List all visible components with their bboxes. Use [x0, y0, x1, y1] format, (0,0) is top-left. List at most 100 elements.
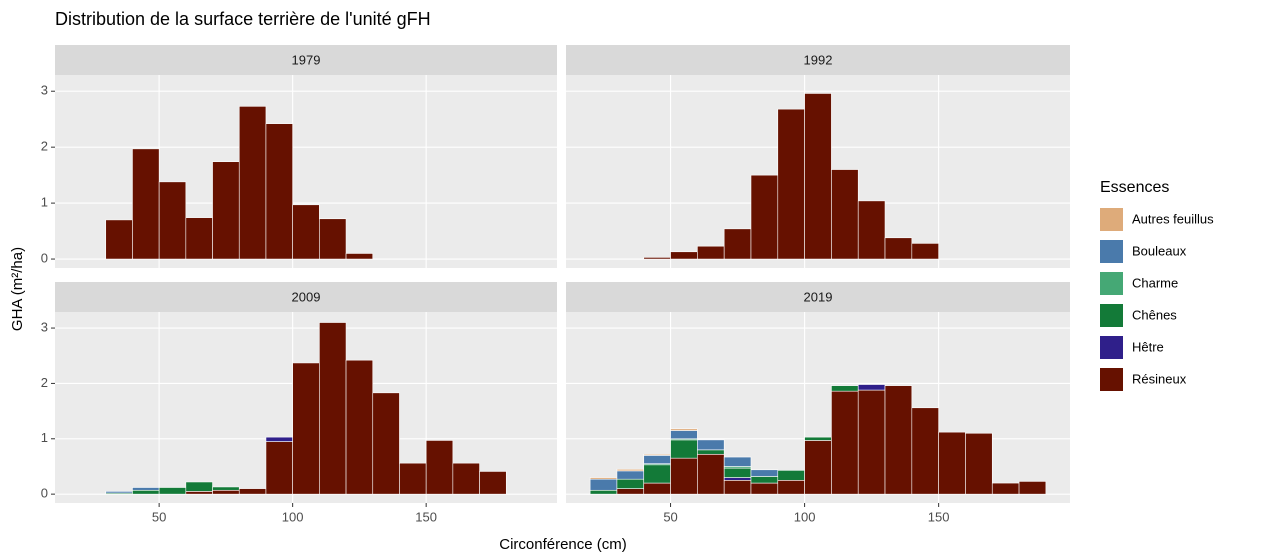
y-axis-label: GHA (m²/ha)	[9, 247, 26, 331]
bar	[265, 123, 293, 260]
y-tick-label: 1	[41, 430, 48, 445]
bar	[158, 181, 187, 260]
bar	[105, 491, 133, 494]
bar	[750, 174, 779, 260]
bar	[319, 218, 347, 260]
y-tick-label: 2	[41, 375, 48, 390]
bar	[452, 462, 480, 495]
x-tick-label: 150	[928, 509, 950, 524]
bar	[643, 257, 671, 260]
y-tick-label: 3	[41, 83, 48, 98]
bar	[132, 487, 160, 491]
bar	[132, 148, 160, 260]
bar	[643, 464, 671, 484]
bar	[643, 455, 671, 464]
bar	[643, 453, 671, 456]
bar	[831, 385, 859, 392]
bar	[697, 453, 725, 495]
bar	[319, 322, 347, 495]
bar	[911, 243, 939, 260]
bar	[804, 93, 832, 260]
bar	[185, 491, 213, 495]
bar	[212, 486, 240, 491]
bar	[965, 432, 993, 495]
bar	[372, 392, 400, 495]
bar	[750, 482, 779, 495]
bar	[777, 470, 805, 481]
bar	[1018, 481, 1047, 495]
bar	[616, 478, 645, 489]
bar	[723, 477, 752, 481]
bar	[723, 456, 752, 467]
legend-swatch	[1100, 272, 1123, 295]
strip	[55, 45, 557, 75]
legend-swatch	[1100, 208, 1123, 231]
x-tick-label: 100	[282, 509, 304, 524]
legend-swatch	[1100, 336, 1123, 359]
bar	[857, 200, 886, 260]
bar	[185, 217, 213, 260]
legend-label: Autres feuillus	[1132, 211, 1214, 226]
legend-label: Hêtre	[1132, 339, 1164, 354]
bar	[616, 468, 645, 472]
strip-label: 1979	[292, 52, 321, 67]
bar	[238, 488, 267, 495]
strip	[566, 45, 1070, 75]
bar	[697, 449, 725, 455]
strip	[55, 282, 557, 312]
bar	[212, 161, 240, 260]
bar	[265, 441, 293, 495]
chart-title: Distribution de la surface terrière de l…	[55, 9, 431, 29]
bar	[643, 482, 671, 495]
bar	[345, 253, 374, 260]
legend-label: Bouleaux	[1132, 243, 1187, 258]
bar	[804, 440, 832, 495]
bar	[105, 219, 133, 260]
strip	[566, 282, 1070, 312]
bar	[831, 390, 859, 495]
strip-label: 2019	[804, 289, 833, 304]
bar	[589, 478, 618, 491]
bar	[265, 436, 293, 442]
bar	[238, 106, 267, 260]
bar	[185, 481, 213, 492]
bar	[670, 428, 698, 431]
y-tick-label: 2	[41, 139, 48, 154]
bar	[670, 439, 698, 459]
bar	[425, 440, 454, 495]
bar	[697, 245, 725, 260]
strip-label: 2009	[292, 289, 321, 304]
y-tick-label: 1	[41, 195, 48, 210]
x-tick-label: 150	[415, 509, 437, 524]
legend-swatch	[1100, 304, 1123, 327]
y-tick-label: 3	[41, 319, 48, 334]
legend-label: Charme	[1132, 275, 1178, 290]
bar	[911, 407, 939, 495]
bar	[831, 169, 859, 260]
bar	[670, 430, 698, 440]
bar	[479, 471, 507, 495]
bar	[723, 467, 752, 478]
bar	[589, 477, 618, 480]
bar	[670, 457, 698, 495]
bar	[938, 431, 966, 495]
bar	[884, 237, 913, 260]
bar	[884, 385, 913, 495]
legend-label: Résineux	[1132, 371, 1187, 386]
bar	[723, 228, 752, 260]
bar	[697, 439, 725, 451]
bar	[750, 469, 779, 477]
bar	[292, 362, 320, 495]
bar	[777, 480, 805, 495]
x-axis-label: Circonférence (cm)	[499, 536, 627, 553]
bar	[345, 359, 374, 495]
x-tick-label: 50	[152, 509, 166, 524]
bar	[399, 462, 427, 495]
y-tick-label: 0	[41, 486, 48, 501]
bar	[804, 436, 832, 441]
x-tick-label: 100	[794, 509, 816, 524]
bar	[212, 489, 240, 495]
strip-label: 1992	[804, 52, 833, 67]
bar	[616, 470, 645, 480]
legend-label: Chênes	[1132, 307, 1177, 322]
